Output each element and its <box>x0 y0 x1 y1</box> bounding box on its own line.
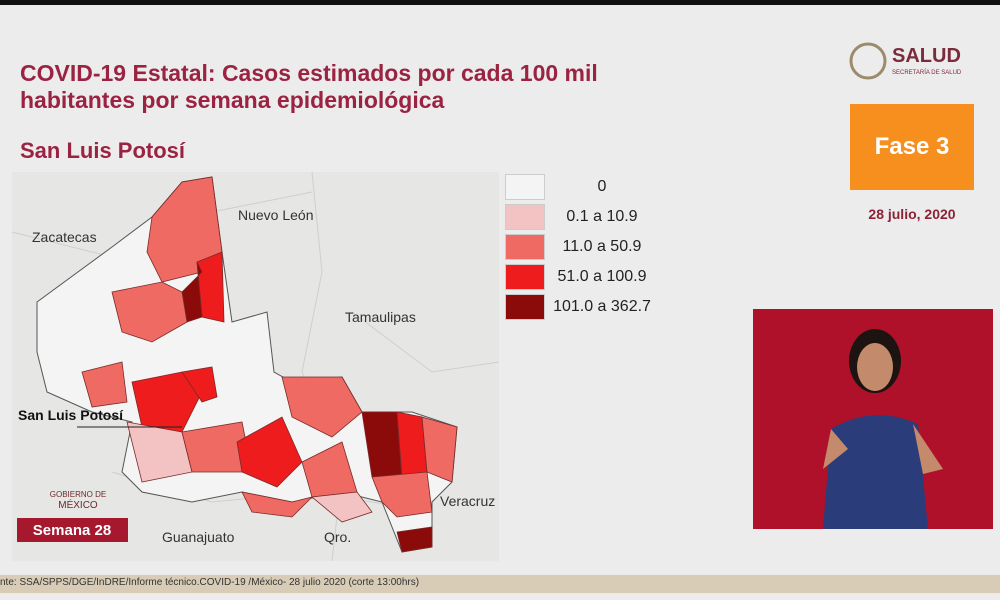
title: COVID-19 Estatal: Casos estimados por ca… <box>20 60 598 114</box>
gov-logo-text: MÉXICO <box>58 498 98 511</box>
legend-swatch <box>505 294 545 320</box>
road <box>351 311 499 373</box>
municipality <box>181 261 203 323</box>
municipality <box>396 526 433 553</box>
municipality <box>371 471 433 518</box>
region-label: Veracruz <box>440 493 495 509</box>
legend-item: 101.0 a 362.7 <box>505 294 665 320</box>
region-label: Zacatecas <box>32 229 97 245</box>
municipality <box>311 491 373 523</box>
legend-swatch <box>505 174 545 200</box>
municipality <box>81 361 128 408</box>
logo-name: SALUD <box>892 45 961 67</box>
legend-label: 51.0 a 100.9 <box>557 268 647 285</box>
municipality <box>111 281 188 343</box>
municipality <box>181 366 218 403</box>
municipality <box>241 491 314 518</box>
legend-swatch <box>505 204 545 230</box>
interpreter-arm <box>913 424 943 474</box>
legend-item: 11.0 a 50.9 <box>505 234 665 260</box>
legend-swatch <box>505 264 545 290</box>
date: 28 julio, 2020 <box>868 206 956 222</box>
interpreter-body <box>823 415 928 529</box>
logo: SALUD SECRETARÍA DE SALUD <box>849 42 962 80</box>
region-label: Qro. <box>324 529 351 545</box>
municipality <box>131 371 203 433</box>
municipality <box>421 416 458 483</box>
region-label: Nuevo León <box>238 207 314 223</box>
footer-source: nte: SSA/SPPS/DGE/InDRE/Informe técnico.… <box>0 577 420 588</box>
phase-badge: Fase 3 <box>850 104 974 190</box>
legend-label: 101.0 a 362.7 <box>553 298 651 315</box>
region-label: Guanajuato <box>162 529 235 545</box>
municipality <box>236 416 303 488</box>
municipalities <box>81 176 458 553</box>
top-bar <box>0 0 1000 5</box>
state-name: San Luis Potosí <box>20 138 186 163</box>
interpreter-arm <box>823 429 848 469</box>
logo-subtitle: SECRETARÍA DE SALUD <box>892 69 962 76</box>
legend-label: 0.1 a 10.9 <box>566 208 638 225</box>
interpreter-face <box>857 343 893 391</box>
week-badge <box>17 518 128 542</box>
legend-item: 51.0 a 100.9 <box>505 264 665 290</box>
municipality <box>281 376 363 438</box>
title-line: COVID-19 Estatal: Casos estimados por ca… <box>20 60 598 86</box>
region-label: Tamaulipas <box>345 309 416 325</box>
legend-item: 0.1 a 10.9 <box>505 204 665 230</box>
title-line: habitantes por semana epidemiológica <box>20 87 445 113</box>
footer-bar <box>0 575 1000 593</box>
legend-item: 0 <box>505 174 665 200</box>
gov-logo-text: GOBIERNO DE <box>50 490 106 499</box>
callout-label: San Luis Potosí <box>18 407 124 423</box>
interpreter-video <box>753 309 993 529</box>
logo-emblem <box>849 42 887 80</box>
legend-label: 11.0 a 50.9 <box>562 238 642 255</box>
week-label: Semana 28 <box>33 522 111 539</box>
map: Zacatecas Nuevo León Tamaulipas Veracruz… <box>12 172 499 561</box>
legend-label: 0 <box>597 178 607 195</box>
legend-swatch <box>505 234 545 260</box>
